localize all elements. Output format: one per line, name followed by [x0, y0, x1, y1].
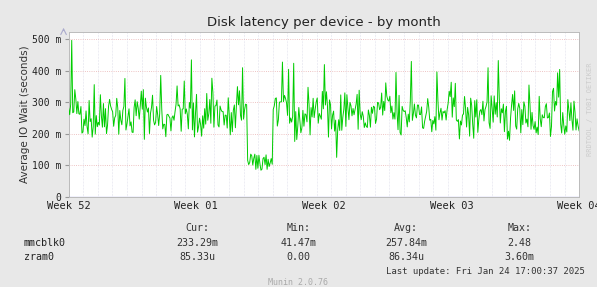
Text: mmcblk0: mmcblk0 — [24, 238, 66, 247]
Text: RRDTOOL / TOBI OETIKER: RRDTOOL / TOBI OETIKER — [587, 62, 593, 156]
Text: 86.34u: 86.34u — [388, 252, 424, 262]
Text: zram0: zram0 — [24, 252, 54, 262]
Text: 0.00: 0.00 — [287, 252, 310, 262]
Text: 233.29m: 233.29m — [176, 238, 218, 247]
Text: Munin 2.0.76: Munin 2.0.76 — [269, 278, 328, 287]
Text: Cur:: Cur: — [185, 223, 209, 233]
Text: 2.48: 2.48 — [507, 238, 531, 247]
Text: Min:: Min: — [287, 223, 310, 233]
Title: Disk latency per device - by month: Disk latency per device - by month — [207, 16, 441, 29]
Text: Last update: Fri Jan 24 17:00:37 2025: Last update: Fri Jan 24 17:00:37 2025 — [386, 267, 585, 276]
Text: 41.47m: 41.47m — [281, 238, 316, 247]
Y-axis label: Average IO Wait (seconds): Average IO Wait (seconds) — [20, 45, 30, 183]
Text: 85.33u: 85.33u — [179, 252, 215, 262]
Text: 257.84m: 257.84m — [385, 238, 427, 247]
Text: 3.60m: 3.60m — [504, 252, 534, 262]
Text: Max:: Max: — [507, 223, 531, 233]
Text: Avg:: Avg: — [394, 223, 418, 233]
